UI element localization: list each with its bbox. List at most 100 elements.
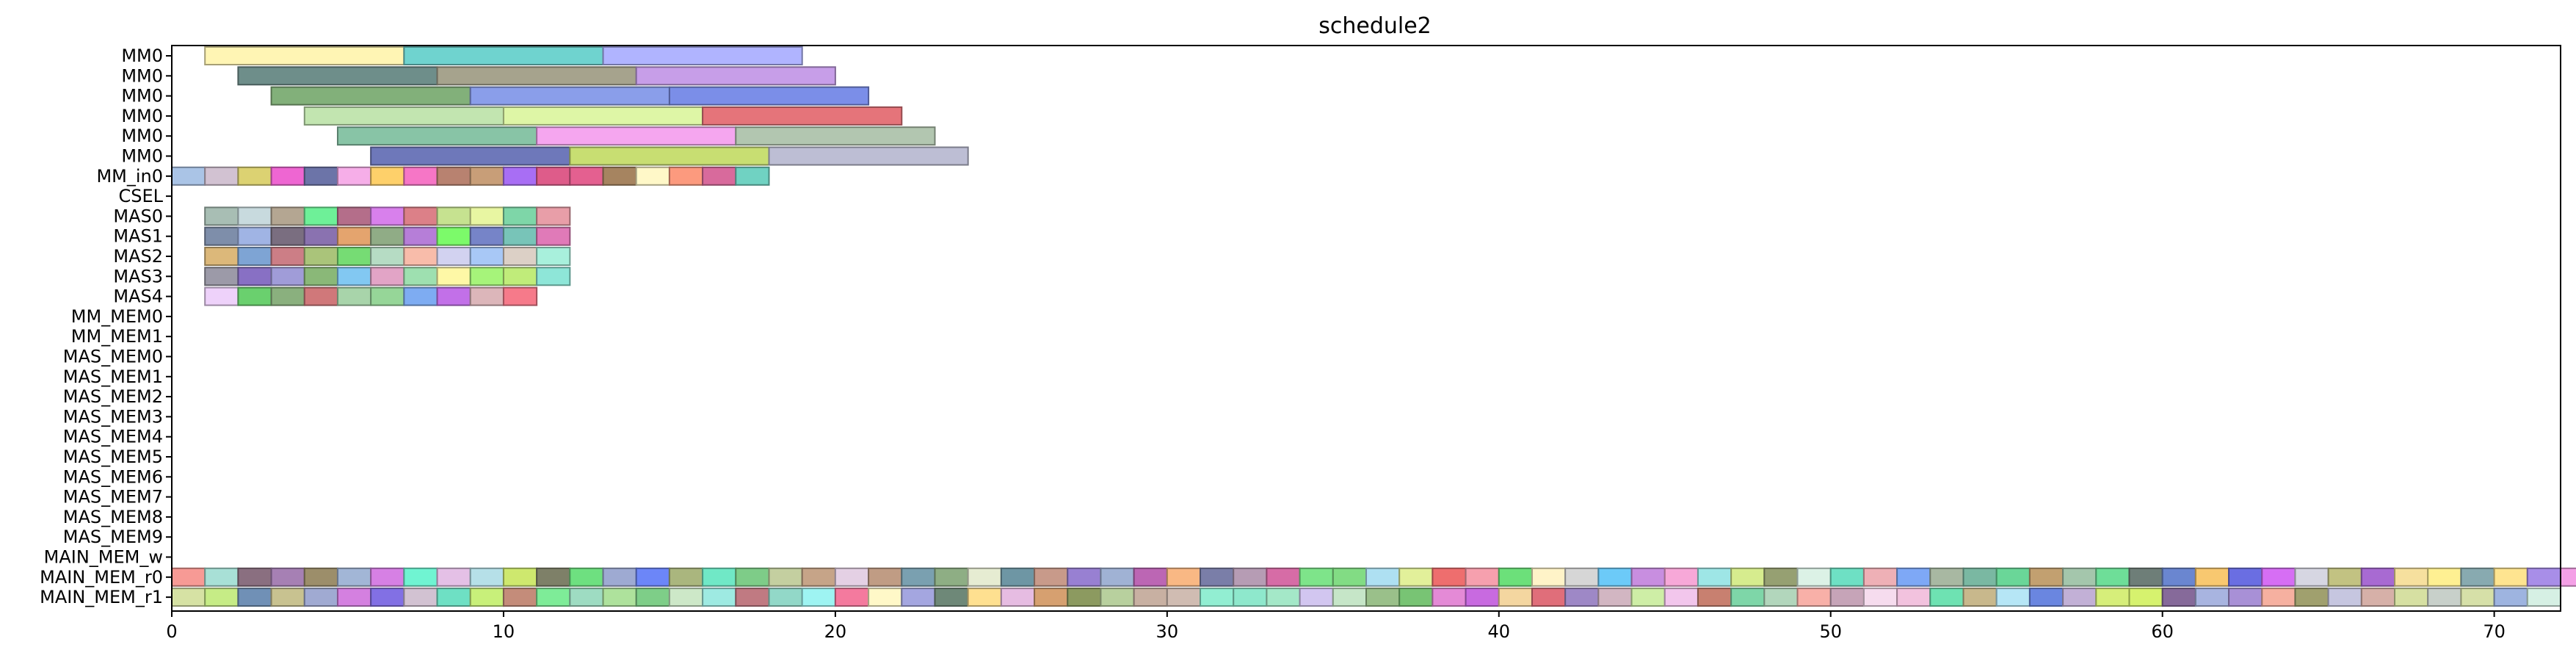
bars-layer	[171, 46, 2576, 607]
task-bar	[336, 286, 372, 306]
task-bar	[237, 66, 438, 86]
x-tick-label: 20	[824, 621, 847, 642]
task-bar	[1862, 588, 1898, 607]
task-bar	[469, 286, 504, 306]
task-bar	[2128, 588, 2163, 607]
task-bar	[1233, 588, 1268, 607]
y-tick-label: MM0	[121, 106, 163, 126]
task-bar	[502, 106, 704, 126]
task-bar	[403, 206, 438, 226]
task-bar	[1663, 567, 1699, 587]
task-bar	[204, 588, 239, 607]
task-bar	[735, 166, 770, 186]
task-bar	[2228, 567, 2263, 587]
task-bar	[469, 226, 504, 246]
task-bar	[171, 588, 206, 607]
task-bar	[2294, 588, 2329, 607]
task-bar	[2261, 588, 2296, 607]
x-tick-label: 60	[2151, 621, 2174, 642]
task-bar	[1663, 588, 1699, 607]
task-bar	[1398, 588, 1434, 607]
task-bar	[403, 166, 438, 186]
task-bar	[1763, 588, 1799, 607]
y-tick-label: MAS_MEM1	[63, 366, 163, 387]
task-bar	[303, 166, 338, 186]
task-bar	[502, 226, 538, 246]
task-bar	[1432, 588, 1467, 607]
task-bar	[403, 247, 438, 266]
y-tick-label: MAS_MEM3	[63, 406, 163, 427]
task-bar	[569, 146, 770, 166]
task-bar	[270, 286, 305, 306]
task-bar	[204, 247, 239, 266]
task-bar	[270, 588, 305, 607]
y-tick-label: MM_in0	[96, 166, 163, 187]
task-bar	[536, 226, 571, 246]
task-bar	[370, 588, 405, 607]
x-tick-label: 50	[1819, 621, 1842, 642]
task-bar	[801, 567, 836, 587]
task-bar	[1266, 567, 1301, 587]
task-bar	[1100, 567, 1135, 587]
y-tick-label: MAIN_MEM_r0	[40, 567, 163, 588]
task-bar	[569, 567, 604, 587]
task-bar	[436, 206, 471, 226]
task-bar	[370, 226, 405, 246]
task-bar	[536, 166, 571, 186]
task-bar	[403, 226, 438, 246]
task-bar	[336, 588, 372, 607]
task-bar	[1200, 588, 1235, 607]
task-bar	[1200, 567, 1235, 587]
task-bar	[1498, 567, 1533, 587]
task-bar	[735, 588, 770, 607]
task-bar	[834, 567, 870, 587]
task-bar	[436, 567, 471, 587]
task-bar	[237, 206, 272, 226]
x-tick-label: 10	[493, 621, 515, 642]
task-bar	[801, 588, 836, 607]
task-bar	[237, 247, 272, 266]
y-tick-label: MAS_MEM0	[63, 347, 163, 367]
task-bar	[237, 567, 272, 587]
task-bar	[469, 166, 504, 186]
task-bar	[403, 588, 438, 607]
task-bar	[2526, 588, 2562, 607]
task-bar	[436, 286, 471, 306]
task-bar	[1564, 567, 1600, 587]
task-bar	[2095, 588, 2130, 607]
task-bar	[1896, 588, 1931, 607]
task-bar	[702, 166, 737, 186]
task-bar	[2028, 567, 2064, 587]
task-bar	[336, 166, 372, 186]
task-bar	[901, 588, 936, 607]
y-tick-label: MAS2	[113, 246, 163, 267]
task-bar	[403, 46, 604, 65]
task-bar	[1365, 588, 1401, 607]
task-bar	[1465, 588, 1500, 607]
task-bar	[1796, 588, 1832, 607]
task-bar	[303, 588, 338, 607]
task-bar	[502, 567, 538, 587]
task-bar	[303, 267, 338, 286]
task-bar	[768, 588, 803, 607]
task-bar	[1630, 588, 1666, 607]
task-bar	[469, 206, 504, 226]
task-bar	[336, 267, 372, 286]
task-bar	[2427, 567, 2462, 587]
task-bar	[1531, 588, 1567, 607]
task-bar	[1498, 588, 1533, 607]
task-bar	[536, 126, 737, 146]
task-bar	[502, 267, 538, 286]
task-bar	[569, 166, 604, 186]
task-bar	[2062, 567, 2097, 587]
task-bar	[1266, 588, 1301, 607]
task-bar	[1034, 567, 1069, 587]
task-bar	[270, 166, 305, 186]
task-bar	[635, 588, 670, 607]
task-bar	[702, 588, 737, 607]
task-bar	[204, 166, 239, 186]
task-bar	[237, 588, 272, 607]
task-bar	[1432, 567, 1467, 587]
task-bar	[1962, 567, 1998, 587]
task-bar	[635, 567, 670, 587]
